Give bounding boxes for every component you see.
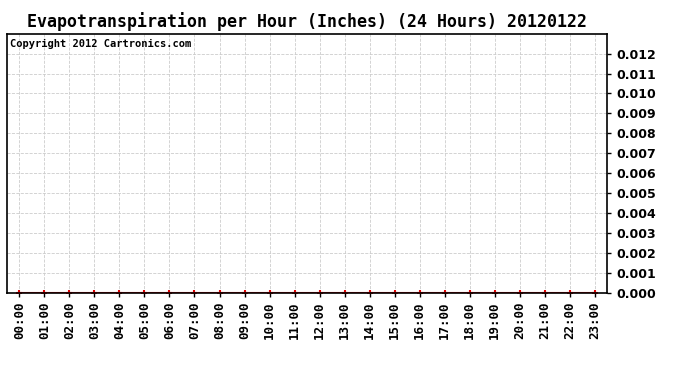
Title: Evapotranspiration per Hour (Inches) (24 Hours) 20120122: Evapotranspiration per Hour (Inches) (24…: [27, 12, 587, 31]
Text: Copyright 2012 Cartronics.com: Copyright 2012 Cartronics.com: [10, 39, 191, 49]
